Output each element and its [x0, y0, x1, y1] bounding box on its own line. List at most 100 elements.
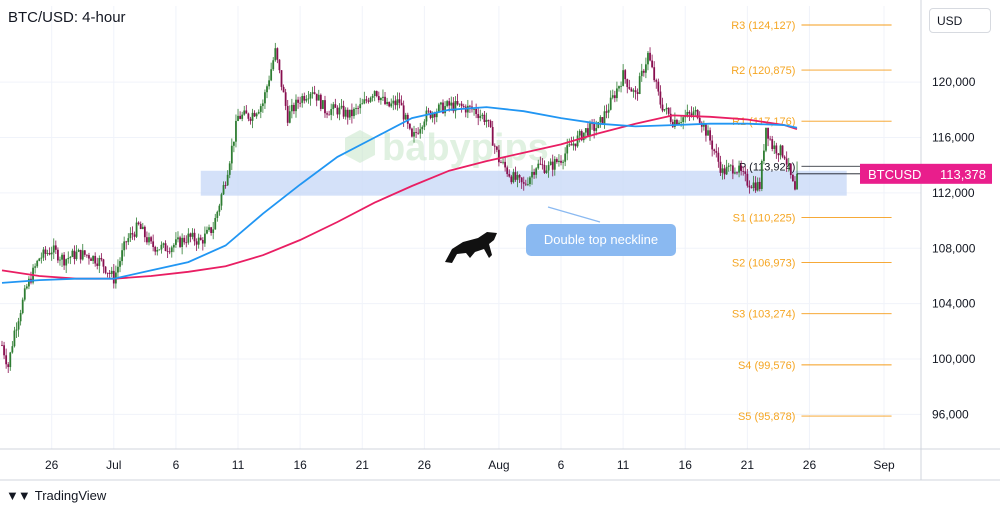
candle-body — [626, 79, 629, 88]
candle-body — [249, 118, 252, 121]
candle-body — [634, 90, 637, 93]
candle-body — [38, 258, 41, 261]
candle-body — [562, 161, 564, 163]
x-tick-label: 16 — [679, 458, 693, 472]
candle-body — [475, 108, 478, 115]
candle-body — [593, 123, 596, 131]
candle-body — [560, 160, 562, 163]
candle-body — [792, 174, 794, 182]
candle-body — [485, 119, 488, 122]
pivot-label: S4 (99,576) — [738, 360, 795, 372]
candle-body — [69, 256, 72, 259]
candle-body — [322, 100, 324, 109]
candle-body — [601, 117, 604, 124]
candle-body — [195, 241, 198, 245]
candle-body — [435, 111, 438, 118]
candle-body — [779, 145, 782, 156]
candle-body — [597, 122, 600, 129]
candle-body — [628, 87, 631, 89]
candle-body — [775, 145, 778, 154]
candle-body — [769, 138, 772, 140]
candle-body — [201, 239, 204, 244]
candle-body — [375, 91, 378, 97]
candle-body — [212, 229, 215, 234]
candle-body — [228, 163, 231, 175]
candle-body — [624, 70, 627, 80]
candle-body — [280, 70, 283, 87]
candle-body — [332, 104, 335, 110]
candle-body — [177, 237, 179, 240]
chart-title: BTC/USD: 4-hour — [8, 9, 126, 26]
candle-body — [121, 250, 123, 262]
candle-body — [539, 163, 542, 165]
candle-body — [363, 99, 366, 104]
candle-body — [551, 161, 554, 170]
candle-body — [81, 250, 84, 260]
candle-body — [785, 158, 788, 165]
candle-body — [57, 249, 59, 261]
callout-box — [526, 224, 676, 256]
candle-body — [589, 123, 591, 136]
candle-body — [709, 130, 711, 141]
candle-body — [661, 104, 664, 111]
candle-body — [206, 229, 208, 234]
candle-body — [112, 270, 115, 284]
candle-body — [21, 299, 24, 314]
candle-body — [274, 48, 277, 61]
candle-body — [367, 100, 370, 102]
candle-body — [253, 112, 256, 117]
candle-body — [7, 364, 10, 368]
candle-body — [603, 111, 606, 124]
candle-body — [458, 103, 461, 105]
callout-pointer — [547, 206, 601, 223]
candle-body — [305, 99, 308, 101]
candle-body — [110, 270, 113, 274]
candle-body — [771, 139, 774, 149]
candle-body — [493, 145, 496, 147]
candle-body — [469, 105, 471, 107]
candle-body — [369, 97, 372, 102]
candle-body — [386, 101, 388, 105]
candle-body — [758, 181, 761, 189]
candle-body — [417, 132, 420, 134]
candle-body — [301, 96, 304, 103]
candle-body — [92, 255, 94, 261]
candle-body — [226, 174, 229, 186]
candles-group — [1, 42, 798, 373]
candle-body — [535, 168, 538, 175]
candle-body — [599, 117, 602, 123]
x-tick-label: Aug — [488, 458, 509, 472]
candle-body — [241, 114, 244, 119]
candle-body — [23, 288, 26, 300]
candle-body — [197, 237, 200, 245]
candle-body — [50, 252, 53, 255]
candle-body — [415, 132, 417, 133]
candle-body — [361, 103, 364, 105]
candle-body — [425, 110, 428, 122]
y-tick-label: 96,000 — [932, 407, 969, 421]
candle-body — [508, 174, 511, 177]
candle-body — [330, 109, 333, 115]
candle-body — [336, 107, 339, 115]
candle-body — [524, 183, 527, 185]
candle-body — [440, 102, 442, 105]
candle-body — [616, 88, 618, 99]
candle-body — [319, 94, 322, 109]
candle-body — [504, 161, 507, 168]
candle-body — [75, 251, 78, 260]
currency-button[interactable]: USD — [929, 8, 991, 33]
candle-body — [3, 345, 5, 356]
price-tag-box — [860, 163, 992, 184]
sma-slow-line — [1, 114, 798, 280]
candle-body — [655, 80, 658, 82]
candle-body — [98, 257, 101, 266]
candle-body — [19, 313, 22, 322]
candle-body — [344, 109, 347, 117]
candle-body — [245, 110, 248, 114]
candle-body — [46, 253, 49, 254]
candle-body — [580, 131, 583, 141]
pivot-label: S5 (95,878) — [738, 411, 795, 423]
candle-body — [777, 153, 780, 156]
candle-body — [295, 99, 297, 112]
